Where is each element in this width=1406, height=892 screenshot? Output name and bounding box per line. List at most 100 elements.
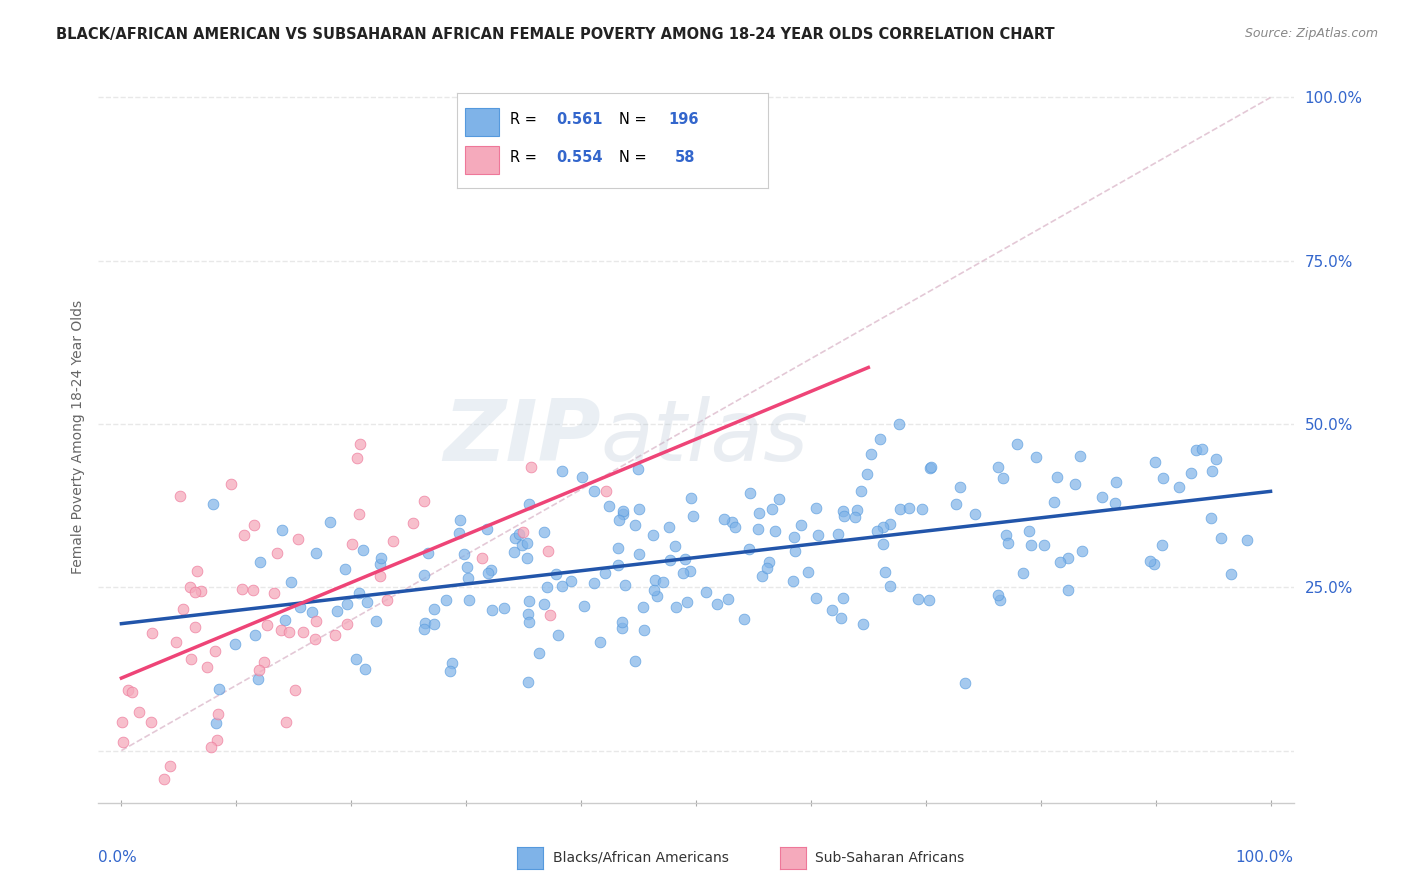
Point: [1025, 450, 1047, 465]
Point: [184, 585, 207, 599]
Point: [920, 460, 942, 475]
Point: [720, 516, 742, 530]
Point: [287, 532, 309, 546]
Point: [911, 501, 934, 516]
Point: [434, 593, 457, 607]
Point: [679, 491, 702, 506]
Point: [595, 483, 617, 498]
Point: [242, 582, 264, 597]
Point: [1152, 471, 1174, 485]
Point: [879, 517, 901, 532]
Text: Source: ZipAtlas.com: Source: ZipAtlas.com: [1244, 27, 1378, 40]
Point: [505, 531, 527, 545]
Point: [190, 583, 212, 598]
Point: [1199, 510, 1222, 524]
Point: [965, 507, 987, 521]
Point: [1032, 538, 1054, 552]
Text: 100.0%: 100.0%: [1236, 850, 1294, 865]
Point: [366, 614, 388, 628]
Point: [612, 508, 634, 522]
Point: [1220, 567, 1243, 582]
Point: [628, 501, 651, 516]
Point: [537, 544, 560, 558]
Point: [612, 621, 634, 635]
Point: [682, 508, 704, 523]
Point: [756, 561, 779, 575]
Point: [533, 597, 555, 611]
Point: [340, 537, 363, 551]
Point: [301, 605, 323, 619]
Point: [643, 582, 665, 597]
Point: [738, 541, 761, 556]
Point: [336, 617, 359, 632]
Point: [266, 546, 288, 560]
Point: [571, 470, 593, 484]
Point: [284, 683, 307, 698]
Point: [546, 567, 568, 582]
Point: [440, 656, 463, 670]
Point: [413, 494, 436, 508]
Point: [263, 586, 285, 600]
Point: [377, 592, 399, 607]
Point: [827, 527, 849, 541]
Point: [319, 515, 342, 529]
Point: [512, 538, 534, 552]
Point: [797, 566, 820, 580]
Point: [117, 682, 139, 697]
Point: [1018, 524, 1040, 538]
Point: [988, 593, 1011, 607]
Point: [748, 506, 770, 520]
Point: [231, 582, 253, 596]
Point: [1070, 544, 1092, 558]
Point: [517, 594, 540, 608]
Point: [869, 432, 891, 446]
Point: [1043, 495, 1066, 509]
Point: [560, 574, 582, 588]
Point: [717, 591, 740, 606]
Point: [804, 501, 827, 516]
Point: [995, 528, 1018, 542]
Point: [550, 464, 572, 478]
Point: [243, 627, 266, 641]
Point: [304, 632, 326, 646]
Point: [651, 574, 673, 589]
Point: [423, 617, 446, 632]
Point: [873, 565, 896, 579]
Point: [165, 634, 187, 648]
Point: [208, 682, 231, 697]
Point: [180, 651, 202, 665]
Point: [607, 541, 630, 555]
Point: [344, 652, 367, 666]
Point: [346, 450, 368, 465]
Point: [471, 550, 494, 565]
Point: [458, 592, 481, 607]
Point: [1150, 537, 1173, 551]
Point: [1049, 555, 1071, 569]
Text: atlas: atlas: [600, 395, 808, 479]
Point: [987, 588, 1010, 602]
Point: [1143, 558, 1166, 572]
Point: [538, 607, 561, 622]
Point: [457, 571, 479, 585]
Point: [550, 579, 572, 593]
Point: [768, 491, 790, 506]
Point: [204, 715, 226, 730]
Point: [695, 585, 717, 599]
Point: [205, 732, 228, 747]
Y-axis label: Female Poverty Among 18-24 Year Olds: Female Poverty Among 18-24 Year Olds: [70, 300, 84, 574]
Point: [782, 530, 804, 544]
Point: [949, 480, 972, 494]
Point: [247, 663, 270, 677]
Point: [1209, 531, 1232, 545]
Point: [516, 551, 538, 566]
Text: ZIP: ZIP: [443, 395, 600, 479]
Point: [121, 684, 143, 698]
Point: [290, 599, 312, 614]
Point: [184, 620, 207, 634]
Point: [1063, 476, 1085, 491]
Point: [706, 597, 728, 611]
Point: [111, 715, 134, 730]
Point: [945, 497, 967, 511]
Point: [860, 447, 883, 461]
Point: [740, 485, 762, 500]
